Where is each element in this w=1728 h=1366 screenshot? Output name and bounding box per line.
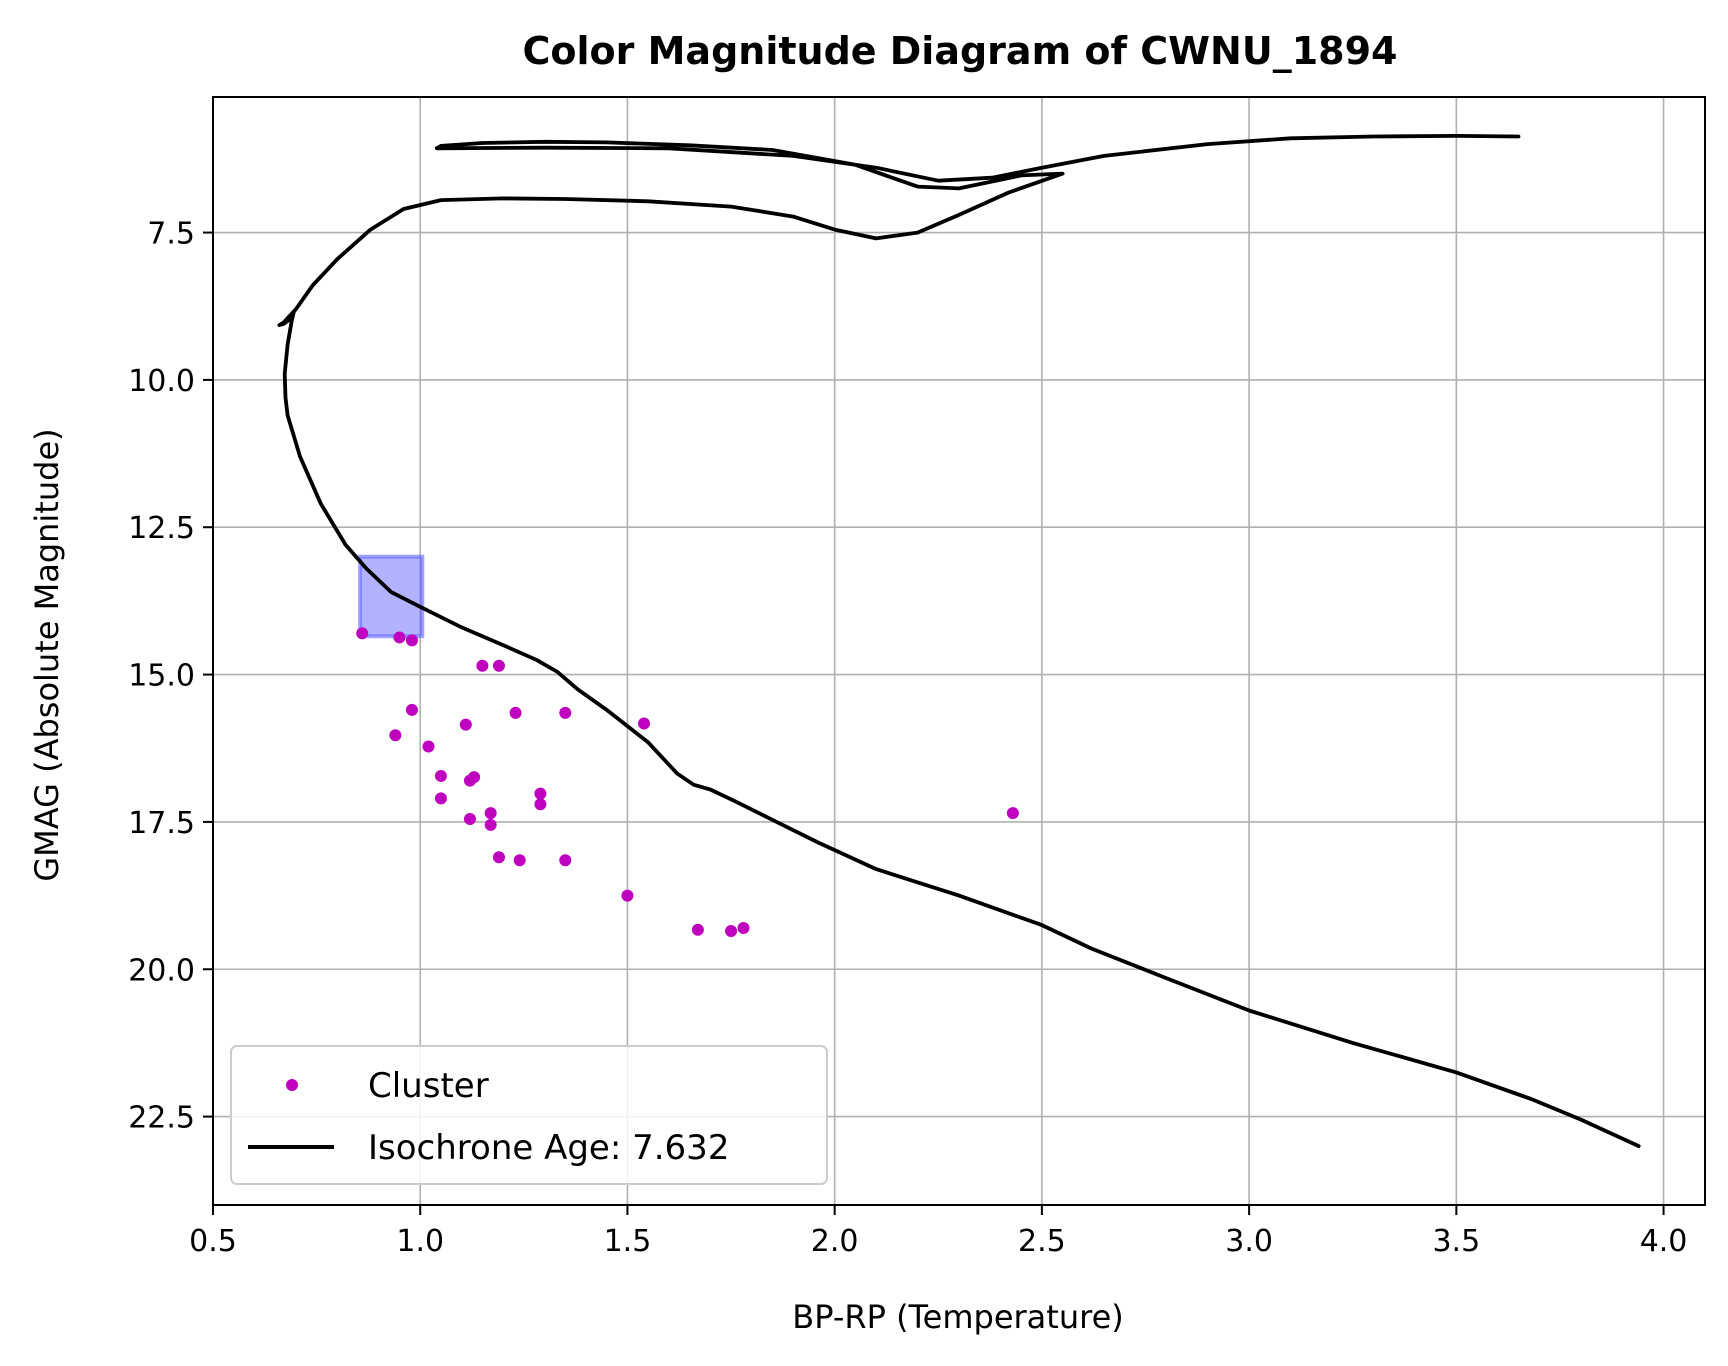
- y-tick-label: 22.5: [128, 1101, 195, 1136]
- cluster-point: [725, 924, 738, 937]
- cluster-point: [463, 812, 476, 825]
- cluster-point: [737, 922, 750, 934]
- cluster-point: [691, 923, 704, 936]
- y-tick-label: 20.0: [128, 953, 195, 988]
- cluster-point: [509, 706, 522, 719]
- chart-title: Color Magnitude Diagram of CWNU_1894: [523, 29, 1398, 73]
- x-tick-label: 2.5: [1018, 1224, 1066, 1259]
- tick-labels: 0.5 1.0 1.5 2.0 2.5 3.0 3.5 4.0 7.5 10.0 12.5 15.0 1…: [128, 217, 1687, 1259]
- tick-marks: [203, 231, 1665, 1215]
- x-tick-label: 0.5: [189, 1224, 237, 1259]
- plot-frame: [212, 96, 1706, 1206]
- cluster-points-layer: [356, 627, 1019, 937]
- cluster-point: [638, 717, 651, 730]
- legend-isochrone-label: Isochrone Age: 7.632: [368, 1128, 729, 1168]
- cluster-point: [534, 787, 547, 800]
- x-tick-label: 1.5: [604, 1224, 652, 1259]
- legend-cluster-label: Cluster: [368, 1066, 489, 1106]
- x-tick-label: 4.0: [1640, 1224, 1688, 1259]
- cluster-point: [621, 889, 634, 902]
- cluster-point: [405, 703, 418, 716]
- isochrone-layer: [277, 134, 1641, 1148]
- y-tick-label: 15.0: [128, 659, 195, 694]
- cluster-point: [459, 718, 472, 731]
- cluster-point: [559, 854, 572, 867]
- cluster-point: [484, 818, 497, 831]
- y-tick-label: 12.5: [128, 511, 195, 546]
- isochrone-line: [277, 134, 1641, 1148]
- legend-box: [230, 1045, 828, 1185]
- cluster-point: [434, 769, 447, 782]
- cluster-point: [559, 706, 572, 719]
- cluster-point: [476, 659, 489, 672]
- grid-lines: [212, 97, 1705, 1205]
- cluster-point: [356, 627, 369, 640]
- cluster-point: [393, 631, 406, 644]
- legend: Cluster Isochrone Age: 7.632: [230, 1045, 828, 1185]
- highlight-box: [358, 554, 425, 639]
- y-axis-label: GMAG (Absolute Magnitude): [28, 428, 66, 881]
- y-tick-label: 7.5: [147, 217, 195, 252]
- highlight-box-layer: [358, 554, 425, 639]
- x-tick-label: 1.0: [396, 1224, 444, 1259]
- cluster-point: [405, 634, 418, 647]
- x-tick-label: 2.0: [811, 1224, 859, 1259]
- x-axis-label: BP-RP (Temperature): [792, 1298, 1123, 1336]
- cluster-point: [534, 798, 547, 811]
- cluster-point: [422, 740, 435, 753]
- cluster-point: [484, 807, 497, 820]
- cluster-point: [389, 729, 402, 742]
- cluster-point: [492, 851, 505, 864]
- cluster-point: [468, 771, 481, 784]
- cluster-point: [513, 854, 526, 867]
- x-tick-label: 3.0: [1225, 1224, 1273, 1259]
- cluster-point: [434, 792, 447, 805]
- cluster-point: [1006, 807, 1019, 820]
- x-tick-label: 3.5: [1432, 1224, 1480, 1259]
- legend-cluster-marker: [286, 1079, 298, 1091]
- y-tick-label: 17.5: [128, 806, 195, 841]
- cluster-point: [492, 659, 505, 672]
- y-tick-label: 10.0: [128, 364, 195, 399]
